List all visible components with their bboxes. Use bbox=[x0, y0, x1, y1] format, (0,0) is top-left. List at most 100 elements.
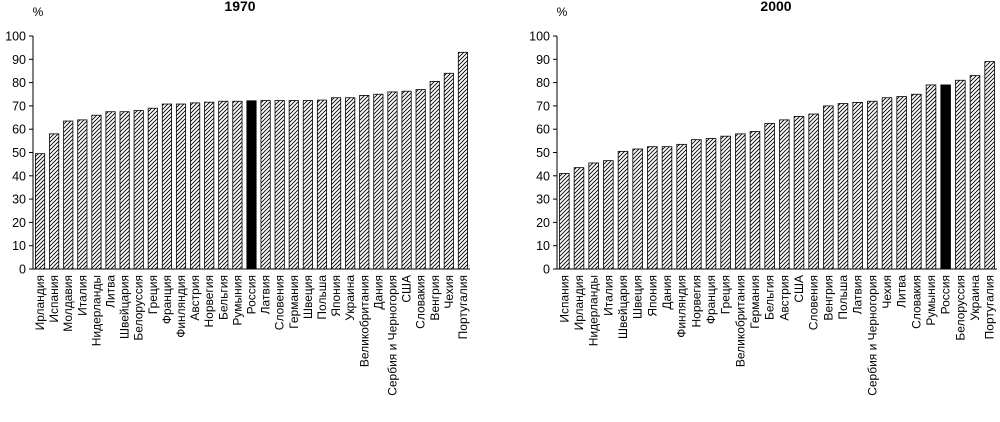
bar-13 bbox=[204, 101, 215, 270]
bar-23 bbox=[881, 97, 893, 270]
x-tick-label: Латвия bbox=[259, 275, 273, 314]
bar-27 bbox=[940, 84, 951, 270]
x-tick-label: Сербия и Черногория bbox=[865, 275, 879, 396]
bar-4 bbox=[603, 160, 614, 270]
y-tick-label: 0 bbox=[543, 263, 550, 277]
x-tick-label: Дания bbox=[371, 275, 385, 310]
x-tick-label: Нидерланды bbox=[587, 275, 601, 346]
x-tick-label: Япония bbox=[329, 275, 343, 317]
bar-15 bbox=[764, 122, 775, 270]
x-tick-label: Чехия bbox=[442, 275, 456, 309]
bar-11 bbox=[705, 138, 717, 270]
bar-17 bbox=[793, 115, 805, 270]
y-tick-label: 60 bbox=[12, 123, 26, 137]
x-tick-label: Великобритания bbox=[733, 275, 747, 367]
category-labels: Испания Ирландия Нидерланды Италия Швейцария… bbox=[557, 275, 996, 396]
bar-5 bbox=[91, 114, 102, 270]
y-tick-label: 70 bbox=[536, 99, 550, 113]
bar-10 bbox=[691, 139, 702, 270]
x-tick-label: Словакия bbox=[909, 275, 923, 329]
x-tick-label: Швейцария bbox=[118, 275, 132, 339]
bars bbox=[34, 51, 469, 270]
x-tick-label: Россия bbox=[245, 275, 259, 314]
x-tick-label: Польша bbox=[836, 275, 850, 320]
bar-25 bbox=[911, 93, 922, 270]
bar-24 bbox=[896, 96, 907, 270]
bar-18 bbox=[274, 100, 285, 270]
category-labels: Ирландия Испания Молдавия Италия Нидерланды Л… bbox=[33, 275, 470, 396]
bar-30 bbox=[984, 61, 995, 270]
chart-title: 2000 bbox=[760, 0, 791, 14]
x-tick-label: Италия bbox=[601, 275, 615, 316]
bar-18 bbox=[808, 113, 819, 270]
x-tick-label: Белоруссия bbox=[953, 275, 967, 341]
bar-10 bbox=[161, 103, 172, 270]
y-axis-unit: % bbox=[33, 5, 44, 19]
y-tick-label: 0 bbox=[19, 263, 26, 277]
x-tick-label: Словакия bbox=[414, 275, 428, 329]
x-tick-label: Португалия bbox=[983, 275, 997, 339]
bar-16 bbox=[246, 100, 257, 270]
bar-28 bbox=[415, 89, 426, 270]
bar-27 bbox=[401, 90, 412, 270]
x-tick-label: Ирландия bbox=[33, 275, 47, 330]
x-tick-label: Великобритания bbox=[357, 275, 371, 367]
bar-20 bbox=[837, 103, 849, 270]
bar-5 bbox=[617, 150, 629, 270]
x-tick-label: Италия bbox=[75, 275, 89, 316]
bar-21 bbox=[316, 99, 328, 270]
bar-28 bbox=[955, 79, 966, 270]
bars bbox=[559, 61, 995, 270]
x-tick-label: Молдавия bbox=[61, 275, 75, 332]
bar-22 bbox=[331, 97, 342, 270]
bar-14 bbox=[218, 100, 229, 270]
bar-19 bbox=[823, 105, 834, 270]
y-tick-labels: 0 10 20 30 40 50 60 70 80 90 100 bbox=[529, 30, 550, 277]
x-tick-label: Германия bbox=[748, 275, 762, 329]
x-tick-label: Румыния bbox=[230, 275, 244, 326]
x-tick-label: Румыния bbox=[924, 275, 938, 326]
x-tick-label: Дания bbox=[660, 275, 674, 310]
x-tick-label: Португалия bbox=[456, 275, 470, 339]
chart-1970: 1970 % 0 10 20 30 40 50 60 70 80 90 100 Ирландия Ис… bbox=[5, 0, 470, 396]
bar-30 bbox=[443, 72, 454, 270]
bar-14 bbox=[749, 131, 761, 270]
x-tick-label: Бельгия bbox=[763, 275, 777, 320]
y-tick-label: 30 bbox=[536, 193, 550, 207]
x-tick-label: Латвия bbox=[851, 275, 865, 314]
x-tick-label: Венгрия bbox=[428, 275, 442, 321]
bar-1 bbox=[559, 173, 570, 270]
x-tick-label: Венгрия bbox=[821, 275, 835, 321]
bar-23 bbox=[345, 97, 356, 270]
y-tick-label: 80 bbox=[536, 76, 550, 90]
bar-9 bbox=[147, 107, 158, 270]
x-tick-label: Швеция bbox=[631, 275, 645, 319]
x-tick-label: США bbox=[400, 275, 414, 303]
y-tick-label: 20 bbox=[536, 216, 550, 230]
y-tick-label: 40 bbox=[12, 169, 26, 183]
bar-6 bbox=[105, 111, 116, 270]
bar-12 bbox=[190, 102, 201, 270]
bar-3 bbox=[63, 120, 74, 270]
y-tick-label: 80 bbox=[12, 76, 26, 90]
y-tick-label: 60 bbox=[536, 123, 550, 137]
bar-7 bbox=[647, 146, 658, 270]
x-tick-label: Франция bbox=[704, 275, 718, 324]
x-tick-label: Греция bbox=[146, 275, 160, 314]
bar-8 bbox=[661, 146, 673, 270]
x-tick-label: Украина bbox=[968, 275, 982, 321]
y-tick-label: 50 bbox=[536, 146, 550, 160]
x-tick-label: США bbox=[792, 275, 806, 303]
bar-25 bbox=[373, 93, 384, 270]
x-tick-label: Франция bbox=[160, 275, 174, 324]
x-tick-label: Швеция bbox=[301, 275, 315, 319]
x-tick-label: Украина bbox=[343, 275, 357, 321]
y-tick-label: 40 bbox=[536, 169, 550, 183]
bar-17 bbox=[260, 100, 271, 270]
y-tick-label: 70 bbox=[12, 99, 26, 113]
x-tick-label: Греция bbox=[719, 275, 733, 314]
y-axis-unit: % bbox=[557, 5, 568, 19]
x-tick-label: Литва bbox=[895, 275, 909, 308]
bar-2 bbox=[573, 167, 585, 270]
